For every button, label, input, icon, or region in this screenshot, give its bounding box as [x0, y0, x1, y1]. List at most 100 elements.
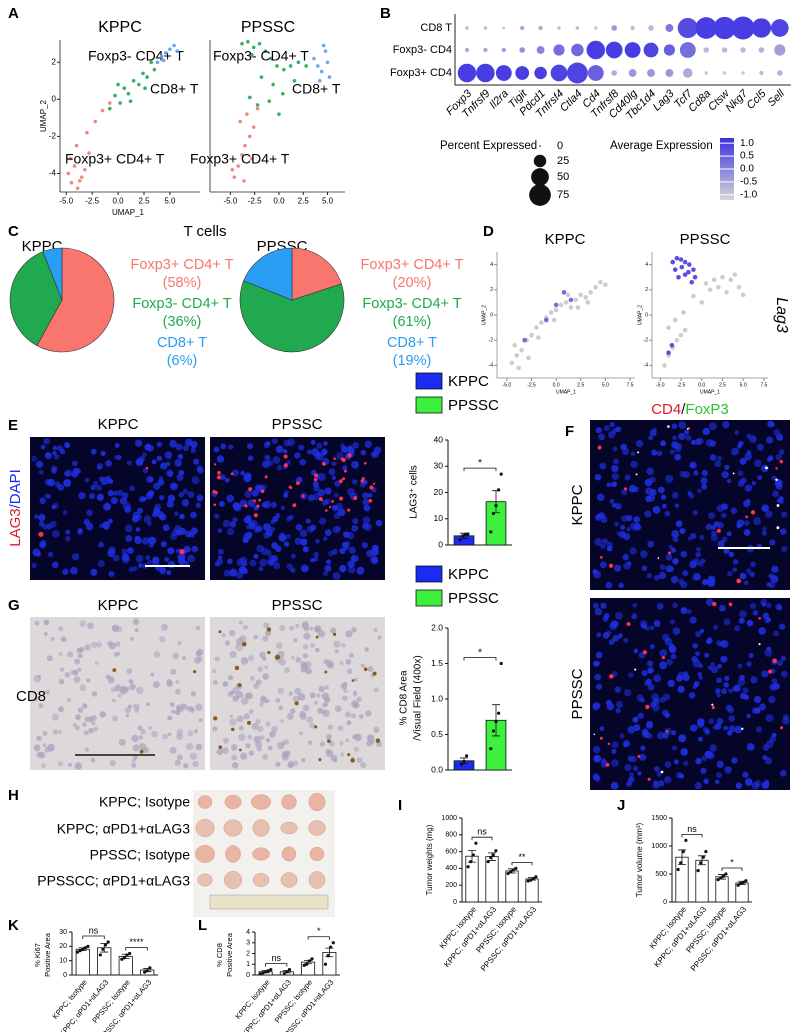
nucleus: [622, 553, 629, 561]
nucleus: [302, 704, 310, 712]
cell-point: [585, 300, 590, 305]
expression-dot: [713, 16, 736, 40]
y-tick-label: 2: [490, 287, 493, 293]
nucleus: [267, 559, 275, 566]
nucleus: [156, 455, 163, 462]
nucleus: [245, 692, 253, 700]
nucleus: [189, 707, 195, 714]
stain-spot: [776, 504, 780, 507]
nucleus: [96, 465, 102, 470]
size-legend-dot: [539, 145, 541, 147]
tumor: [308, 871, 326, 889]
nucleus: [107, 518, 113, 524]
nucleus: [212, 679, 218, 686]
nucleus: [611, 741, 619, 749]
nucleus: [362, 492, 369, 499]
expression-dot: [457, 63, 477, 83]
nucleus: [310, 558, 315, 563]
nucleus: [251, 722, 259, 730]
slice-value-label: (61%): [393, 314, 432, 330]
y-tick-label: 0: [438, 539, 443, 549]
nucleus: [371, 450, 379, 459]
stain-spot: [38, 531, 44, 537]
nucleus: [290, 567, 296, 573]
nucleus: [746, 568, 752, 574]
data-point: [511, 868, 515, 872]
nucleus: [769, 539, 776, 546]
nucleus: [755, 726, 763, 733]
stain-spot: [288, 485, 292, 489]
nucleus: [724, 675, 730, 681]
nucleus: [224, 640, 231, 646]
nucleus: [238, 733, 246, 741]
nucleus: [135, 527, 141, 532]
nucleus: [707, 579, 716, 587]
nucleus: [716, 760, 724, 769]
nucleus: [187, 491, 195, 499]
stain-spot: [372, 482, 376, 485]
nucleus: [60, 636, 67, 643]
stain-spot: [772, 658, 778, 663]
cell-point: [257, 41, 262, 46]
nucleus: [653, 765, 660, 773]
nucleus: [165, 469, 174, 478]
data-point: [531, 876, 535, 881]
nucleus: [732, 559, 739, 565]
stain-spot: [660, 770, 664, 774]
nucleus: [641, 565, 648, 571]
nucleus: [134, 628, 139, 633]
row-label: PPSSCC; αPD1+αLAG3: [37, 873, 190, 889]
legend-title: Average Expression: [610, 140, 713, 152]
nucleus: [105, 460, 112, 467]
y-tick-label: 4: [645, 262, 648, 268]
nucleus: [107, 640, 113, 647]
nucleus: [659, 661, 668, 670]
nucleus: [259, 558, 268, 567]
y-tick-label: 1: [246, 961, 250, 968]
nucleus: [42, 743, 47, 748]
nucleus: [739, 572, 747, 580]
nucleus: [260, 484, 267, 491]
significance-label: ns: [687, 824, 697, 834]
nucleus: [136, 514, 143, 521]
nucleus: [135, 686, 144, 695]
nucleus: [131, 758, 136, 763]
stain-spot: [372, 671, 377, 676]
cell-point: [277, 112, 281, 116]
stain-spot: [375, 738, 381, 743]
nucleus: [57, 760, 64, 767]
data-point: [145, 969, 149, 973]
cell-point: [689, 279, 695, 285]
nucleus: [309, 626, 314, 631]
cell-point: [149, 60, 154, 65]
slice-value-label: (6%): [167, 353, 198, 369]
stain-spot: [294, 701, 299, 706]
expression-dot: [605, 41, 623, 59]
cell-point: [251, 45, 256, 50]
nucleus: [692, 509, 698, 516]
y-tick-label: 2.0: [431, 622, 443, 632]
nucleus: [697, 488, 702, 494]
nucleus: [282, 449, 288, 454]
nucleus: [731, 757, 738, 764]
nucleus: [731, 447, 740, 456]
nucleus: [761, 670, 769, 678]
cell-point: [296, 60, 301, 65]
expression-dot: [464, 47, 470, 53]
nucleus: [676, 771, 683, 779]
nucleus: [232, 687, 240, 694]
nucleus: [671, 491, 679, 499]
nucleus: [594, 608, 603, 616]
nucleus: [350, 713, 357, 719]
nucleus: [265, 721, 271, 727]
nucleus: [352, 518, 359, 525]
cell-point: [66, 171, 71, 176]
nucleus: [720, 639, 729, 648]
cell-point: [107, 106, 112, 111]
nucleus: [709, 454, 717, 461]
nucleus: [177, 453, 184, 460]
data-point: [466, 865, 470, 869]
stain-name: /DAPI: [7, 469, 24, 508]
nucleus: [759, 703, 767, 711]
